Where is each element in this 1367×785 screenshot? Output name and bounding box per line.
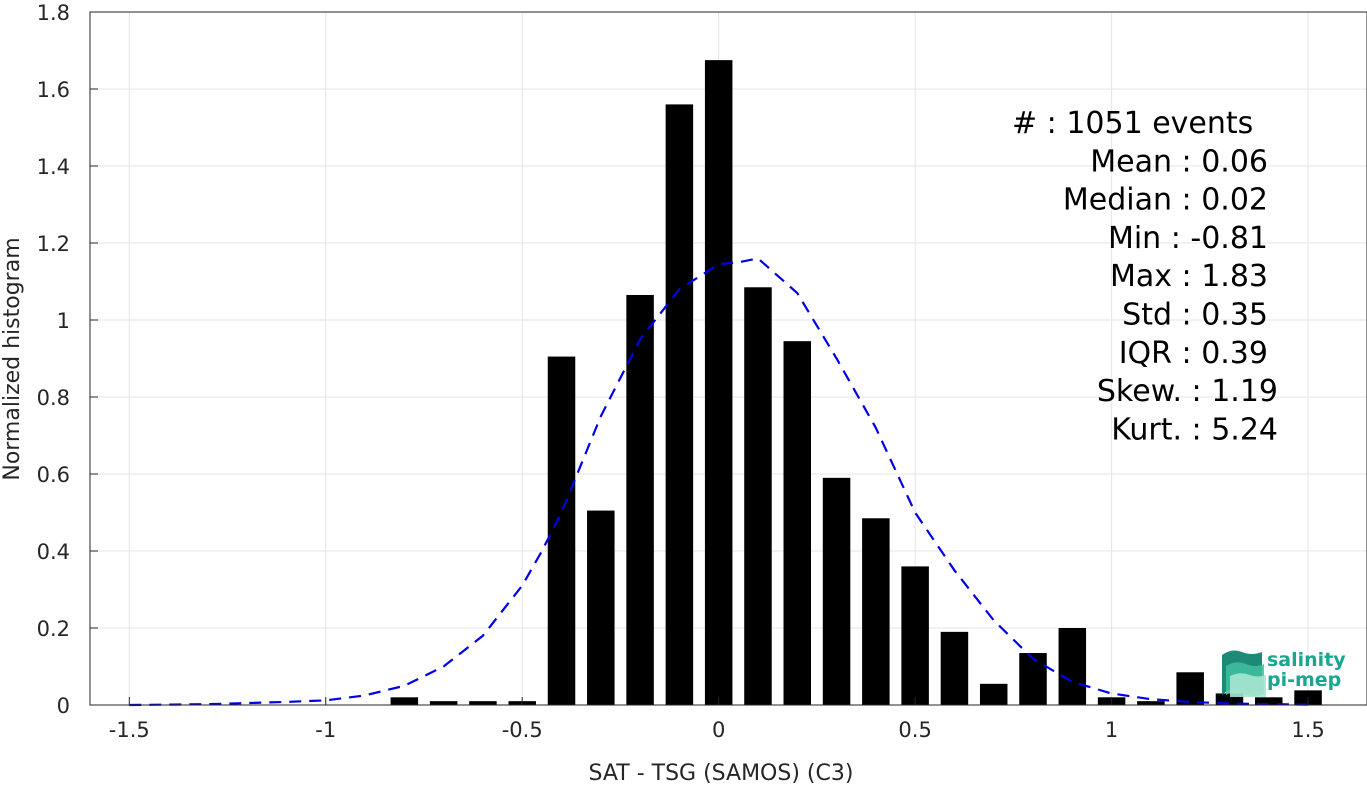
histogram-bar [429,701,458,705]
y-axis-label: Normalized histogram [0,237,25,480]
y-tick-label: 1.2 [37,232,70,256]
stat-line: Skew. : 1.19 [1097,374,1278,409]
stat-line: IQR : 0.39 [1119,336,1268,371]
histogram-bar [744,287,772,705]
histogram-bar [940,631,969,705]
histogram-bar [469,701,497,705]
histogram-bar [704,60,733,705]
histogram-bar [979,683,1008,705]
x-tick-label: 1.5 [1291,718,1324,742]
logo-line-2: pi-mep [1267,669,1341,691]
stat-line: Min : -0.81 [1108,221,1268,256]
x-tick-label: 0.5 [898,718,931,742]
stat-line: Median : 0.02 [1063,183,1268,218]
x-tick-label: -1 [315,718,336,742]
y-tick-label: 1.8 [37,1,70,25]
histogram-bar [626,294,654,705]
wave-logo-icon [1222,650,1266,697]
axes-frame [89,11,1367,706]
stat-line: Std : 0.35 [1122,298,1268,333]
histogram-bar [862,518,890,705]
y-tick-label: 1 [57,309,70,333]
histogram-bar [547,356,576,705]
histogram-bar [587,510,615,705]
y-tick-label: 1.4 [37,155,70,179]
histogram-bar [390,697,419,705]
histogram-bars [390,60,1322,705]
stat-line: Kurt. : 5.24 [1111,412,1278,447]
histogram-bar [822,477,851,705]
stat-line: Mean : 0.06 [1090,144,1268,179]
axis-ticks: -1.5 -1 -0.5 0 0.5 1 1.5 0 0.2 0.4 0.6 0.8 1 1.2 1.4 1.… [37,1,1325,742]
histogram-bar [1019,653,1047,705]
y-tick-label: 0.6 [37,463,70,487]
x-tick-label: 0 [712,718,725,742]
histogram-bar [1215,693,1244,705]
y-tick-label: 1.6 [37,78,70,102]
x-tick-label: -1.5 [109,718,150,742]
stat-line: Max : 1.83 [1110,259,1268,294]
histogram-bar [1255,697,1283,705]
salinity-pimep-logo: salinity pi-mep [1222,649,1346,697]
histogram-bar [1137,701,1165,705]
y-tick-label: 0 [57,694,70,718]
y-tick-label: 0.4 [37,540,70,564]
y-tick-label: 0.2 [37,617,70,641]
x-axis-label: SAT - TSG (SAMOS) (C3) [589,761,854,785]
y-tick-label: 0.8 [37,386,70,410]
histogram-bar [665,104,694,705]
histogram-bar [1176,672,1204,705]
x-tick-label: 1 [1105,718,1118,742]
histogram-bar [1058,628,1087,705]
stat-line: # : 1051 events [1012,106,1253,141]
histogram-bar [901,566,929,705]
logo-line-1: salinity [1267,649,1346,671]
histogram-bar [783,341,812,705]
x-tick-label: -0.5 [502,718,543,742]
